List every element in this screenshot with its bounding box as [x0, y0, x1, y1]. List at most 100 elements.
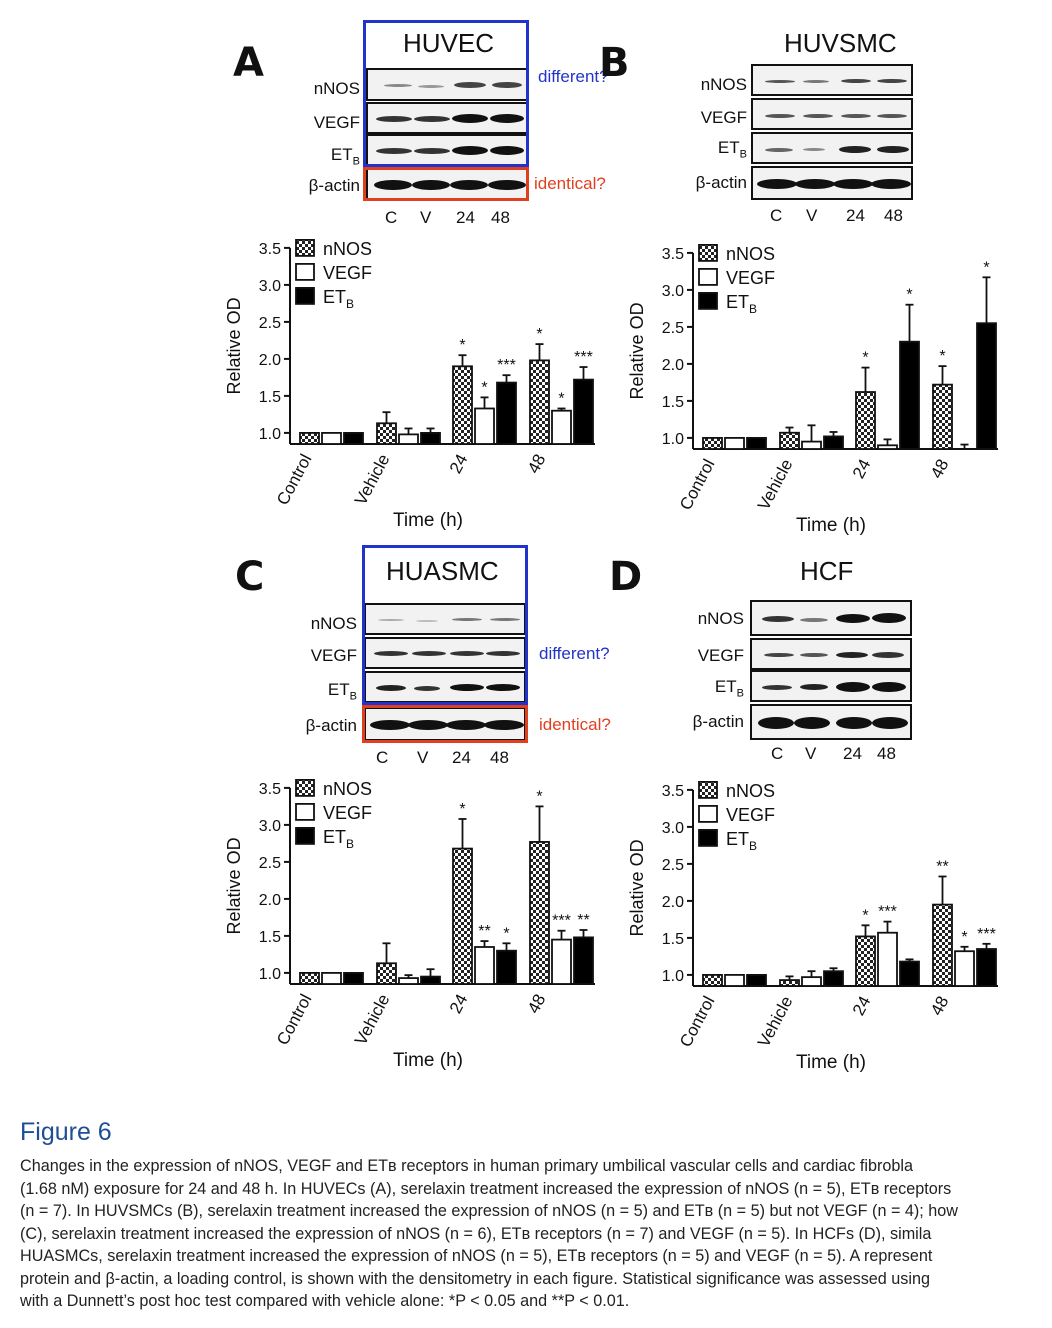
x-axis-label: Time (h) [796, 1052, 866, 1073]
caption-line: with a Dunnett’s post hoc test compared … [20, 1292, 630, 1310]
legend-label: nNOS [726, 781, 775, 801]
caption-line: (C), serelaxin treatment increased the e… [20, 1224, 932, 1243]
legend-swatch [295, 239, 315, 257]
bar-vegf [877, 444, 898, 450]
legend-label: VEGF [323, 263, 372, 283]
significance-marker: * [961, 929, 967, 946]
legend-label: VEGF [726, 268, 775, 288]
significance-marker: * [862, 907, 868, 924]
x-tick-label: Vehicle [754, 456, 797, 513]
blue-highlight-box-a [363, 20, 529, 167]
bar-etb [573, 936, 594, 985]
bar-etb [746, 436, 767, 450]
blot-label-nnos: nNOS [700, 75, 747, 94]
x-tick-label: Vehicle [351, 991, 394, 1048]
blot-label-actin: β-actin [695, 173, 747, 192]
legend-label: nNOS [323, 779, 372, 799]
bar-vegf [321, 971, 342, 985]
y-tick-label: 3.0 [259, 818, 281, 835]
legend-label: nNOS [323, 239, 372, 259]
significance-marker: * [536, 788, 542, 805]
bar-etb [496, 381, 517, 445]
cell-title-huasmc: HUASMC [386, 556, 499, 586]
blot-label-nnos: nNOS [697, 609, 744, 628]
blot-label-vegf: VEGF [313, 113, 360, 132]
bar-vegf [398, 433, 419, 445]
bar-nnos [452, 365, 473, 445]
bar-vegf [724, 973, 745, 987]
bar-vegf [954, 950, 975, 987]
y-tick-label: 1.0 [259, 966, 281, 983]
significance-marker: ** [478, 923, 490, 940]
lane-label-24: 24 [456, 208, 475, 227]
y-axis-label: Relative OD [627, 302, 647, 399]
y-tick-label: 3.5 [259, 241, 281, 258]
bar-etb [343, 971, 364, 985]
lane-label-48: 48 [491, 208, 510, 227]
panel-letter-d: D [609, 554, 643, 600]
bar-nnos [702, 973, 723, 987]
bar-etb [573, 378, 594, 445]
blot-strip-vegf [751, 98, 913, 130]
bar-nnos [855, 391, 876, 450]
annotation-different-a: different? [538, 67, 609, 86]
bar-etb [976, 322, 997, 450]
blot-label-actin: β-actin [305, 716, 357, 735]
y-tick-label: 1.5 [662, 394, 684, 411]
blot-strip-actin [751, 166, 913, 200]
bar-vegf [724, 436, 745, 450]
figure-title: Figure 6 [20, 1118, 112, 1146]
x-tick-label: Control [676, 456, 719, 513]
significance-marker: * [536, 326, 542, 343]
x-tick-label: Vehicle [754, 993, 797, 1050]
lane-label-c: C [770, 206, 783, 225]
legend-swatch [698, 804, 718, 823]
blot-strip-etb [751, 132, 913, 164]
legend-swatch [295, 287, 315, 305]
blot-strip-etb [750, 670, 912, 702]
blot-label-vegf: VEGF [697, 646, 744, 665]
legend-swatch [295, 779, 315, 797]
legend-label: ETB [323, 287, 354, 311]
lane-label-48: 48 [877, 744, 896, 763]
bar-nnos [452, 847, 473, 985]
blot-label-etb: ETB [330, 145, 360, 168]
bar-vegf [474, 407, 495, 445]
lane-label-v: V [417, 748, 429, 767]
x-tick-label: Control [273, 451, 316, 508]
blot-label-etb: ETB [717, 138, 747, 161]
bar-nnos [855, 935, 876, 987]
significance-marker: * [983, 259, 989, 276]
bar-etb [899, 960, 920, 987]
bar-nnos [702, 436, 723, 450]
y-tick-label: 2.5 [662, 320, 684, 337]
bar-nnos [376, 422, 397, 445]
y-tick-label: 2.5 [662, 857, 684, 874]
significance-marker: *** [574, 349, 593, 366]
bar-vegf [398, 977, 419, 985]
significance-marker: * [862, 350, 868, 367]
legend-swatch [295, 262, 315, 281]
x-tick-label: 24 [849, 456, 875, 482]
red-highlight-box-c [362, 705, 528, 743]
annotation-identical-a: identical? [534, 174, 606, 193]
y-axis-label: Relative OD [224, 837, 244, 934]
y-tick-label: 2.0 [259, 352, 281, 369]
significance-marker: ** [936, 858, 948, 875]
y-tick-label: 3.5 [662, 246, 684, 263]
bar-nnos [779, 979, 800, 987]
bar-vegf [474, 946, 495, 985]
caption-line: HUASMCs, serelaxin treatment increased t… [20, 1247, 933, 1265]
blue-highlight-box-c [362, 545, 528, 705]
lane-label-v: V [805, 744, 817, 763]
bar-nnos [299, 971, 320, 985]
legend-swatch [698, 292, 718, 310]
y-tick-label: 1.0 [662, 431, 684, 448]
bar-etb [746, 973, 767, 987]
lane-label-c: C [385, 208, 398, 227]
bar-vegf [801, 976, 822, 987]
bar-nnos [779, 431, 800, 450]
caption-line: (n = 7). In HUVSMCs (B), serelaxin treat… [20, 1202, 958, 1220]
x-tick-label: 48 [524, 991, 550, 1017]
